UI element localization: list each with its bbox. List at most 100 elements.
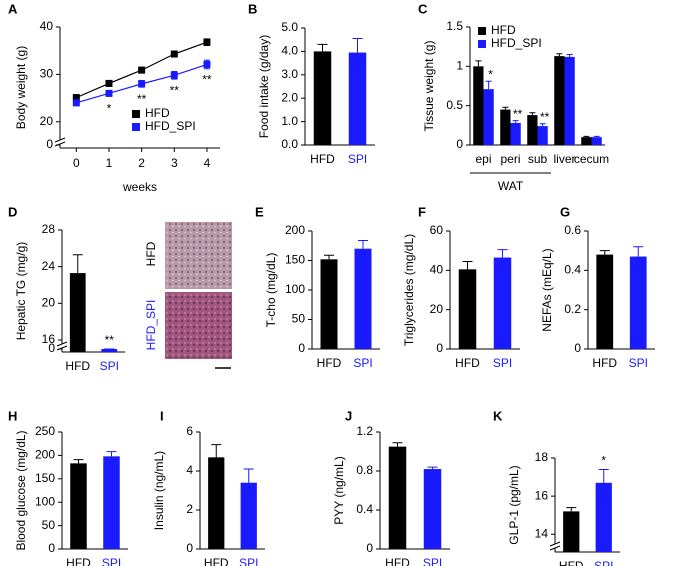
histology-image bbox=[165, 222, 232, 289]
y-tick-label: 1.5 bbox=[446, 19, 463, 33]
legend-swatch bbox=[132, 110, 140, 118]
y-tick-label: 20 bbox=[40, 114, 54, 128]
x-tick-label: HFD bbox=[385, 556, 410, 566]
y-tick-label: 20 bbox=[42, 296, 56, 310]
legend-label: HFD_SPI bbox=[491, 36, 542, 50]
bar bbox=[473, 66, 484, 145]
x-tick-label: HFD bbox=[559, 559, 584, 566]
y-axis-label: Blood glucose (mg/dL) bbox=[14, 430, 28, 550]
image-label: HFD bbox=[144, 241, 158, 266]
bar bbox=[70, 463, 87, 549]
panel-label: F bbox=[418, 204, 426, 219]
y-axis-label: Hepatic TG (mg/g) bbox=[14, 242, 28, 340]
y-tick-label: 0.2 bbox=[564, 302, 581, 316]
error-bar bbox=[317, 43, 328, 52]
error-bar bbox=[539, 123, 546, 127]
error-bar bbox=[106, 451, 117, 457]
x-tick-label: HFD bbox=[65, 359, 90, 373]
y-tick-label: 0 bbox=[456, 137, 463, 151]
y-tick-label: 0.5 bbox=[446, 98, 463, 112]
bar bbox=[563, 511, 580, 552]
error-bar bbox=[392, 442, 403, 447]
y-axis-label: Body weight (g) bbox=[14, 46, 28, 129]
image-label: HFD_SPI bbox=[144, 300, 158, 351]
error-bar bbox=[497, 249, 508, 258]
legend-swatch bbox=[478, 40, 486, 48]
y-tick-label: 0 bbox=[46, 137, 53, 151]
marker bbox=[170, 50, 178, 58]
error-bar bbox=[556, 53, 563, 57]
bar bbox=[591, 137, 602, 145]
axis-break bbox=[54, 137, 66, 143]
legend-label: HFD bbox=[491, 23, 516, 37]
y-tick-label: 1 bbox=[456, 59, 463, 73]
error-bar bbox=[462, 260, 473, 270]
marker bbox=[203, 60, 211, 68]
y-tick-label: 250 bbox=[35, 424, 55, 438]
error-bar bbox=[72, 254, 83, 274]
significance: ** bbox=[105, 333, 115, 347]
x-axis-label: weeks bbox=[122, 180, 157, 194]
y-tick-label: 0 bbox=[298, 341, 305, 355]
error-bar bbox=[211, 444, 222, 458]
bar bbox=[423, 469, 442, 549]
bar bbox=[493, 257, 512, 349]
axis-break bbox=[549, 545, 561, 551]
marker bbox=[203, 38, 211, 46]
error-bar bbox=[593, 135, 600, 138]
y-tick-label: 0.4 bbox=[564, 263, 581, 277]
y-tick-label: 0 bbox=[574, 341, 581, 355]
y-tick-label: 6 bbox=[186, 424, 193, 438]
bar bbox=[103, 456, 120, 549]
y-tick-label: 150 bbox=[285, 253, 305, 267]
panel-label: E bbox=[255, 204, 264, 219]
x-tick-label: SPI bbox=[629, 356, 648, 370]
bar bbox=[581, 137, 592, 145]
significance: * bbox=[107, 102, 112, 116]
bar bbox=[596, 254, 614, 349]
marker bbox=[72, 99, 80, 107]
bar bbox=[595, 482, 612, 552]
histology-image bbox=[165, 292, 232, 359]
legend-swatch bbox=[478, 27, 486, 35]
marker bbox=[105, 89, 113, 97]
panel-label: K bbox=[493, 408, 503, 423]
y-axis-label: NEFAs (mEq/L) bbox=[540, 248, 554, 331]
x-tick-label: 4 bbox=[204, 156, 211, 170]
marker bbox=[72, 94, 80, 102]
error-bar bbox=[73, 459, 84, 464]
bar bbox=[458, 269, 477, 349]
y-tick-label: 100 bbox=[285, 282, 305, 296]
y-tick-label: 16 bbox=[535, 488, 549, 502]
significance: * bbox=[601, 454, 606, 468]
y-tick-label: 2 bbox=[186, 502, 193, 516]
y-tick-label: 100 bbox=[35, 494, 55, 508]
error-bar bbox=[485, 80, 492, 90]
panel-label: A bbox=[8, 1, 18, 16]
y-tick-label: 3.0 bbox=[281, 67, 298, 81]
bar bbox=[320, 259, 338, 349]
y-tick-label: 16 bbox=[42, 332, 56, 346]
error-bar bbox=[583, 135, 590, 138]
x-tick-label: SPI bbox=[102, 556, 121, 566]
significance: ** bbox=[170, 84, 180, 98]
panel-label: G bbox=[560, 204, 570, 219]
y-axis-label: T-cho (mg/dL) bbox=[264, 253, 278, 328]
y-tick-label: 0 bbox=[48, 341, 55, 355]
x-tick-label: SPI bbox=[353, 356, 372, 370]
marker bbox=[138, 66, 146, 74]
x-tick-label: HFD bbox=[592, 356, 617, 370]
panel-label: I bbox=[160, 408, 164, 423]
y-axis-label: Triglycerides (mg/dL) bbox=[402, 234, 416, 346]
panel-label: C bbox=[418, 1, 428, 16]
x-tick-label: HFD bbox=[310, 152, 335, 166]
y-tick-label: 0 bbox=[48, 541, 55, 555]
y-tick-label: 40 bbox=[40, 19, 54, 33]
error-bar bbox=[358, 239, 368, 249]
y-tick-label: 1.2 bbox=[356, 424, 373, 438]
bar bbox=[313, 51, 332, 145]
y-tick-label: 0.8 bbox=[356, 463, 373, 477]
y-tick-label: 5.0 bbox=[281, 20, 298, 34]
y-tick-label: 0.6 bbox=[564, 223, 581, 237]
